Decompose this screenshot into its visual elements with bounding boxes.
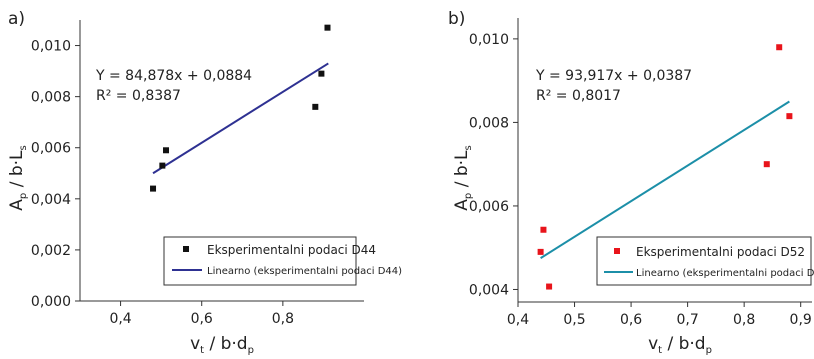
panel-b-data-point <box>546 283 553 290</box>
panel-a-x-tick-label: 0,4 <box>109 311 131 327</box>
panel-b-label: b) <box>448 9 465 29</box>
panel-b-data-point <box>776 44 783 51</box>
panel-a-r2: R² = 0,8387 <box>96 88 181 104</box>
panel-b-legend-line-label: Linearno (eksperimentalni podaci D52) <box>636 268 814 279</box>
panel-b-data-point <box>540 226 547 233</box>
panel-b-r2: R² = 0,8017 <box>536 88 621 104</box>
panel-b-equation: Y = 93,917x + 0,0387 <box>535 68 692 84</box>
panel-b-y-tick-label: 0,010 <box>469 32 509 48</box>
panel-a-y-tick-label: 0,002 <box>31 243 71 259</box>
panel-a-x-tick-label: 0,6 <box>191 311 213 327</box>
panel-b-legend: Eksperimentalni podaci D52 Linearno (eks… <box>596 236 814 286</box>
panel-a-legend-box <box>163 236 357 286</box>
panel-a-y-tick-label: 0,006 <box>31 141 71 157</box>
panel-a-trend-line <box>152 62 329 175</box>
panel-b-y-tick-label: 0,004 <box>469 282 509 298</box>
panel-b-data-point <box>786 113 793 120</box>
panel-b-x-tick-label: 0,4 <box>507 312 529 328</box>
panel-a-x-tick-label: 0,8 <box>272 311 294 327</box>
panel-b-x-tick-label: 0,6 <box>620 312 642 328</box>
panel-a-legend-line-label: Linearno (eksperimentalni podaci D44) <box>207 266 402 277</box>
panel-a-data-point <box>318 70 325 77</box>
panel-b: b) Ap / b·Ls vt / b·dp 0,0040,0060,0080,… <box>448 9 814 356</box>
panel-b-y-axis-title: Ap / b·Ls <box>452 145 474 210</box>
panel-a-legend-point-swatch <box>183 246 189 252</box>
panel-b-x-ticks: 0,4 0,5 0,6 0,7 0,8 0,9 <box>507 302 812 328</box>
panel-b-data-point <box>537 248 544 255</box>
panel-a-y-ticks: 0,000 0,002 0,004 0,006 0,008 0,010 <box>31 39 80 310</box>
panel-a-legend-points-label: Eksperimentalni podaci D44 <box>207 243 376 257</box>
panel-a-data-point <box>159 162 166 169</box>
svg-text:vt / b·dp: vt / b·dp <box>190 334 254 356</box>
panel-a-legend: Eksperimentalni podaci D44 Linearno (eks… <box>163 236 402 286</box>
panel-a-data-point <box>312 103 319 110</box>
panel-a-data-point <box>150 185 157 192</box>
panel-b-x-axis-title: vt / b·dp <box>648 334 712 356</box>
svg-text:vt / b·dp: vt / b·dp <box>648 334 712 356</box>
panel-b-legend-box <box>596 236 812 286</box>
panel-a-y-tick-label: 0,004 <box>31 192 71 208</box>
panel-a-label: a) <box>8 9 25 29</box>
panel-b-y-tick-label: 0,006 <box>469 199 509 215</box>
panel-a-x-ticks: 0,4 0,6 0,8 <box>109 301 294 327</box>
panel-b-data-point <box>763 161 770 168</box>
panel-b-legend-points-label: Eksperimentalni podaci D52 <box>636 245 805 259</box>
panel-b-x-tick-label: 0,5 <box>563 312 585 328</box>
panel-b-legend-point-swatch <box>614 248 620 254</box>
panel-b-x-tick-label: 0,7 <box>676 312 698 328</box>
panel-a-equation: Y = 84,878x + 0,0884 <box>95 68 252 84</box>
panel-b-y-ticks: 0,004 0,006 0,008 0,010 <box>469 32 518 298</box>
panel-b-y-tick-label: 0,008 <box>469 115 509 131</box>
panel-a: a) Ap / b·Ls vt / b·dp 0,0000,0020,0040,… <box>7 9 402 356</box>
panel-a-y-tick-label: 0,008 <box>31 90 71 106</box>
panel-b-trend-line <box>540 100 790 259</box>
panel-a-marks <box>150 24 331 192</box>
panel-b-marks <box>537 44 793 290</box>
panel-a-y-tick-label: 0,000 <box>31 294 71 310</box>
panel-a-x-axis-title: vt / b·dp <box>190 334 254 356</box>
panel-a-data-point <box>324 24 331 31</box>
panel-a-data-point <box>163 147 170 154</box>
panel-a-y-tick-label: 0,010 <box>31 39 71 55</box>
svg-text:Ap / b·Ls: Ap / b·Ls <box>452 145 474 210</box>
panel-a-y-axis-title: Ap / b·Ls <box>7 145 29 210</box>
svg-text:Ap / b·Ls: Ap / b·Ls <box>7 145 29 210</box>
panel-b-x-tick-label: 0,8 <box>733 312 755 328</box>
panel-b-x-tick-label: 0,9 <box>790 312 812 328</box>
